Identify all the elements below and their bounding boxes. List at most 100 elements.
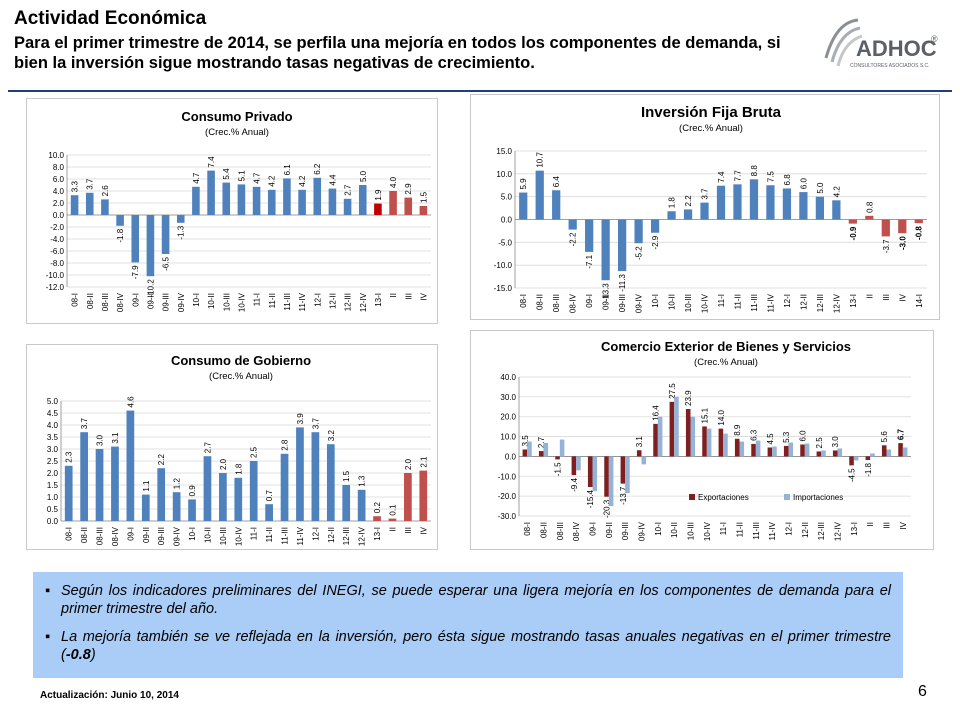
note-text: La mejoría también se ve reflejada en la…: [61, 629, 891, 663]
data-label: 3.5: [521, 435, 530, 447]
note-item: ▪ Según los indicadores preliminares del…: [45, 582, 891, 618]
x-tick-label: 08-III: [552, 294, 561, 312]
bar: [311, 432, 320, 521]
bar: [267, 189, 276, 215]
data-label: 4.6: [126, 396, 135, 408]
chart-title: Consumo de Gobierno: [171, 353, 311, 368]
bar: [669, 401, 675, 457]
x-tick-label: 10-IV: [234, 526, 243, 546]
x-tick-label: 11-I: [719, 522, 728, 535]
x-tick-label: 08-II: [540, 522, 549, 538]
bar: [716, 185, 726, 220]
chart-subtitle: (Crec.% Anual): [679, 123, 743, 134]
x-tick-label: II: [389, 293, 398, 297]
x-tick-label: 13-I: [373, 527, 382, 541]
data-label: -9.4: [570, 478, 579, 492]
x-tick-label: IV: [419, 526, 428, 534]
y-tick-label: 5.0: [47, 397, 59, 406]
x-tick-label: 08-I: [71, 293, 80, 307]
x-tick-label: 12-IV: [359, 292, 368, 312]
logo-tagline: CONSULTORES ASOCIADOS S.C.: [850, 63, 930, 69]
page-subtitle: Para el primer trimestre de 2014, se per…: [14, 34, 781, 72]
data-label: -4.5: [848, 468, 857, 482]
bar: [172, 492, 181, 521]
bar: [374, 203, 382, 215]
y-tick-label: 10.0: [48, 151, 64, 160]
data-label: 2.7: [537, 436, 546, 448]
bar: [116, 215, 124, 226]
bar: [85, 192, 94, 215]
bar: [571, 456, 577, 476]
data-label: 2.2: [157, 454, 166, 466]
data-label: 2.1: [419, 456, 428, 468]
x-tick-label: 09-I: [585, 294, 594, 308]
y-tick-label: 0.0: [47, 517, 59, 526]
x-tick-label: 10-III: [684, 294, 693, 312]
bar: [634, 219, 643, 244]
bar: [641, 456, 647, 465]
data-label: 4.7: [253, 172, 262, 184]
x-tick-label: 08-I: [519, 294, 528, 308]
data-label: 1.3: [358, 475, 367, 487]
data-label: 0.7: [265, 490, 274, 502]
chart-subtitle: (Crec.% Anual): [209, 371, 273, 382]
data-label: 1.2: [173, 478, 182, 490]
x-tick-label: 11-IV: [766, 293, 775, 312]
header-divider: [8, 90, 952, 92]
bar: [222, 182, 231, 215]
data-label: 3.7: [701, 188, 710, 200]
data-label: -0.9: [849, 226, 858, 240]
bar: [552, 190, 561, 220]
note-text: Según los indicadores preliminares del I…: [61, 583, 891, 617]
y-tick-label: 6.0: [53, 175, 65, 184]
x-tick-label: 11-II: [268, 293, 277, 308]
page-title: Actividad Económica: [14, 8, 207, 29]
y-tick-label: 3.0: [47, 445, 59, 454]
x-tick-label: III: [404, 293, 413, 300]
data-label: 3.0: [831, 436, 840, 448]
bar: [357, 489, 366, 521]
comercio-exterior-svg: Comercio Exterior de Bienes y Servicios (…: [498, 339, 911, 541]
x-tick-label: 09-III: [162, 293, 171, 311]
bar: [592, 456, 598, 492]
y-tick-label: 4.0: [47, 421, 59, 430]
bar: [914, 219, 923, 224]
bar: [326, 444, 335, 521]
x-tick-label: 08-IV: [111, 526, 120, 546]
bar: [625, 456, 630, 494]
y-tick-label: 15.0: [496, 147, 512, 156]
y-tick-label: -10.0: [494, 261, 513, 270]
x-tick-label: 12-I: [783, 294, 792, 308]
x-tick-label: 12-I: [313, 293, 322, 307]
data-label: 4.0: [389, 176, 398, 188]
bar: [358, 185, 367, 215]
bar: [788, 442, 794, 457]
chart-consumo-privado: Consumo Privado (Crec.% Anual) 10.0 8.0 6.0 4…: [26, 98, 438, 324]
x-tick-label: III: [883, 522, 892, 529]
chart-consumo-gobierno: Consumo de Gobierno (Crec.% Anual) 5.0 4.5 4…: [26, 344, 438, 550]
data-label: 3.2: [327, 430, 336, 442]
data-label: 8.8: [750, 165, 759, 177]
x-tick-label: 09-IV: [177, 292, 186, 312]
bar: [650, 219, 660, 233]
data-label: 27.5: [668, 383, 677, 399]
bar: [70, 195, 79, 215]
y-tick-label: -20.0: [498, 492, 517, 501]
x-tick-label: 09-II: [605, 522, 614, 538]
bar: [870, 453, 875, 457]
bar: [419, 470, 428, 521]
data-label: -0.8: [915, 226, 924, 240]
bar: [723, 433, 728, 457]
bar: [706, 428, 712, 457]
bar: [404, 473, 412, 521]
data-label: 1.9: [374, 189, 383, 201]
data-label: 4.5: [766, 433, 775, 445]
bar: [111, 446, 119, 521]
bar: [522, 449, 528, 457]
legend-label: Exportaciones: [698, 493, 749, 502]
x-tick-label: 08-III: [101, 293, 110, 311]
bar: [585, 219, 594, 252]
bar: [328, 188, 337, 215]
legend-swatch: [689, 494, 695, 500]
data-label: 1.8: [234, 463, 243, 475]
